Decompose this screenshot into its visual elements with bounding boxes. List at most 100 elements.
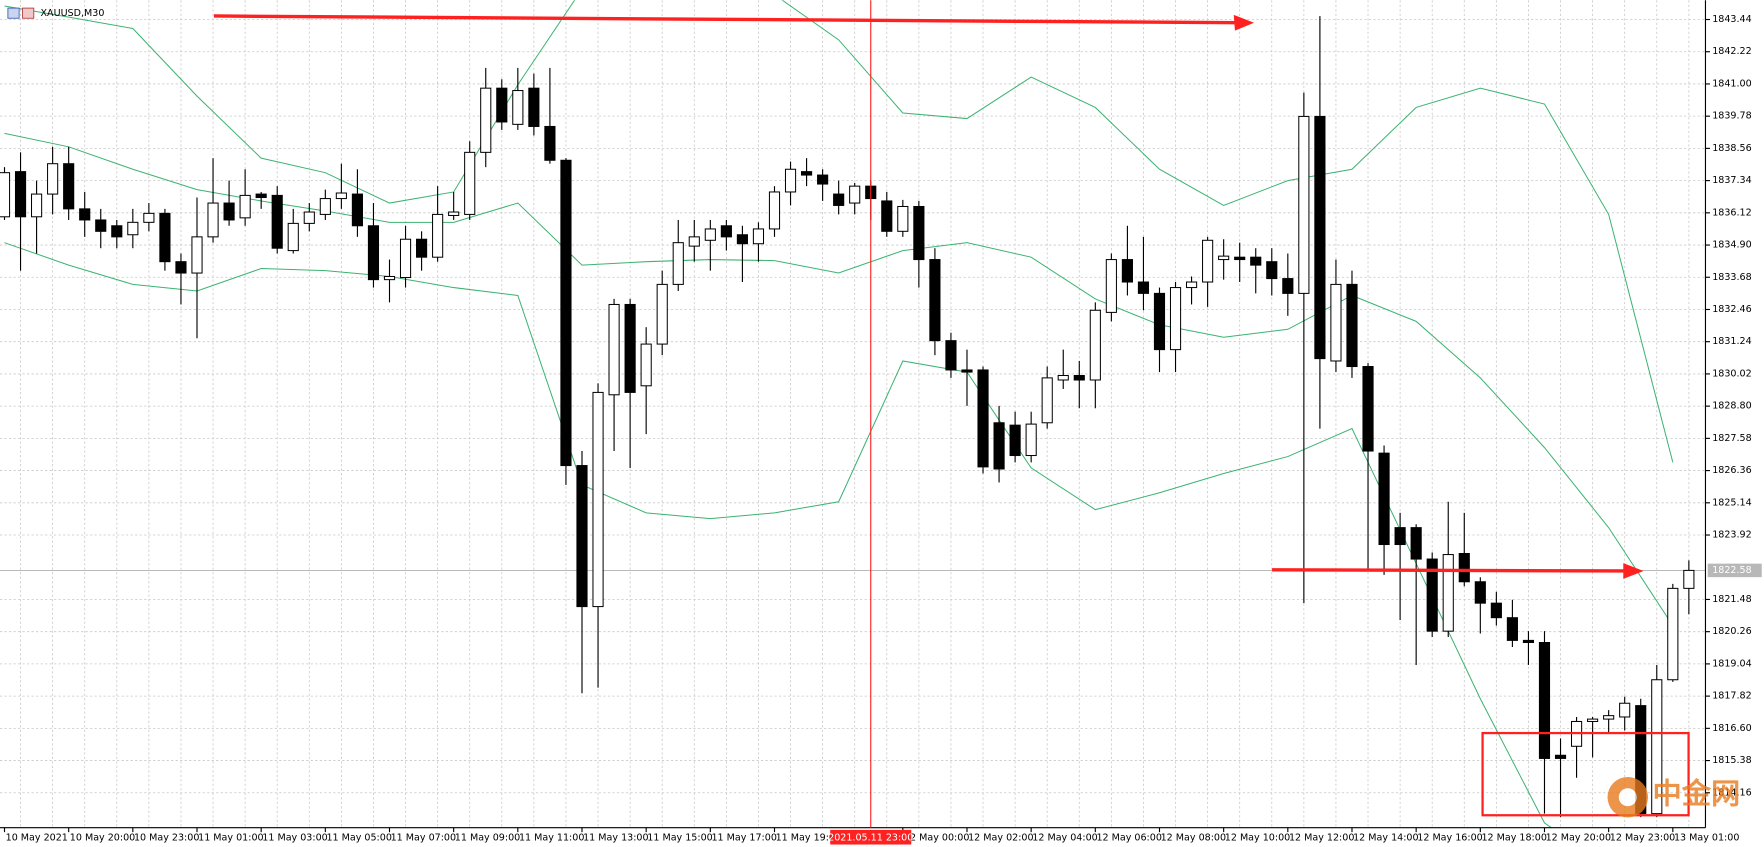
- candle-body: [127, 221, 139, 236]
- candle-body: [416, 238, 428, 258]
- candle-body: [1522, 639, 1535, 644]
- x-tick-label: 10 May 20:00: [70, 832, 135, 843]
- y-tick-label: 1833.68: [1712, 272, 1751, 283]
- candle-body: [223, 202, 235, 221]
- crosshair-label: 2021.05.11 23:00: [828, 832, 913, 843]
- candle-body: [335, 192, 347, 200]
- candle-body: [945, 340, 957, 371]
- x-tick-label: 11 May 11:00: [519, 832, 584, 843]
- candle-body: [1057, 374, 1069, 381]
- symbol-icon: [7, 7, 20, 19]
- candle-body: [528, 87, 540, 127]
- current-price-box: [1707, 563, 1762, 578]
- y-tick-label: 1837.34: [1712, 175, 1751, 186]
- candle-body: [736, 234, 748, 245]
- crosshair-label-box: [830, 829, 912, 845]
- bollinger-band: [4, 242, 1553, 828]
- candle-body: [207, 202, 219, 238]
- candle-body: [175, 261, 187, 274]
- candle-body: [1346, 283, 1358, 368]
- candle-body: [1362, 366, 1374, 452]
- candle-body: [512, 90, 524, 125]
- y-tick-label: 1815.38: [1712, 755, 1751, 766]
- candle-body: [95, 219, 107, 232]
- candle-body: [367, 225, 380, 281]
- x-tick-label: 12 May 16:00: [1417, 832, 1482, 843]
- y-tick-label: 1830.02: [1712, 368, 1751, 379]
- y-tick-label: 1828.80: [1712, 401, 1751, 412]
- candle-body: [1266, 261, 1278, 280]
- candle-body: [1298, 115, 1310, 294]
- candle-body: [159, 212, 171, 263]
- y-tick-label: 1832.46: [1712, 304, 1751, 315]
- y-tick-label: 1823.92: [1712, 530, 1751, 541]
- x-tick-label: 12 May 00:00: [904, 832, 969, 843]
- candle-body: [1394, 527, 1406, 546]
- candle-body: [1137, 281, 1150, 294]
- candle-body: [1186, 281, 1198, 289]
- candle-body: [448, 211, 460, 216]
- x-tick-label: 12 May 18:00: [1481, 832, 1546, 843]
- x-tick-label: 12 May 08:00: [1161, 832, 1226, 843]
- candle-body: [191, 236, 203, 274]
- candle-body: [1587, 718, 1599, 722]
- candle-body: [849, 185, 861, 204]
- x-tick-label: 10 May 2021: [6, 832, 68, 843]
- candle-body: [63, 163, 75, 210]
- candle-body: [1282, 278, 1294, 294]
- candle-body: [255, 193, 267, 199]
- candle-body: [1635, 705, 1647, 815]
- candle-body: [784, 168, 797, 193]
- chart-title: XAUUSD,M30: [41, 8, 105, 19]
- candle-body: [480, 87, 492, 153]
- candle-body: [608, 303, 620, 396]
- candle-body: [720, 225, 732, 238]
- symbol-icon: [22, 7, 35, 19]
- candle-body: [1426, 558, 1438, 632]
- candle-body: [576, 465, 588, 608]
- candle-body: [287, 222, 299, 252]
- x-tick-label: 10 May 23:00: [134, 832, 199, 843]
- y-tick-label: 1836.12: [1712, 207, 1751, 218]
- x-tick-label: 11 May 13:00: [583, 832, 648, 843]
- x-tick-label: 12 May 20:00: [1546, 832, 1611, 843]
- annotation-arrowhead: [1623, 563, 1644, 579]
- grid: [0, 0, 1706, 828]
- candle-body: [1025, 423, 1037, 457]
- candle-body: [897, 205, 909, 232]
- x-tick-label: 12 May 23:00: [1610, 832, 1675, 843]
- x-tick-label: 11 May 15:00: [647, 832, 712, 843]
- y-tick-label: 1816.60: [1712, 723, 1751, 734]
- candle-body: [1458, 552, 1470, 583]
- annotation-arrow: [213, 14, 1239, 25]
- annotation-box: [1481, 731, 1690, 817]
- candle-body: [1554, 754, 1567, 759]
- candle-body: [31, 193, 43, 218]
- candle-body: [768, 191, 781, 230]
- x-tick-label: 12 May 04:00: [1032, 832, 1097, 843]
- candle-body: [14, 171, 27, 218]
- candle-body: [143, 212, 155, 223]
- candle-body: [399, 238, 412, 279]
- x-tick-label: 12 May 10:00: [1225, 832, 1290, 843]
- candle-body: [1683, 569, 1695, 589]
- candle-body: [1603, 715, 1615, 720]
- y-tick-label: 1819.04: [1712, 658, 1751, 669]
- candle-body: [752, 228, 765, 245]
- candle-body: [319, 198, 331, 215]
- candle-body: [1153, 292, 1166, 351]
- candle-body: [464, 151, 476, 215]
- y-tick-label: 1843.44: [1712, 14, 1751, 25]
- candle-body: [1218, 255, 1230, 261]
- x-tick-label: 13 May 01:00: [1674, 832, 1739, 843]
- y-tick-label: 1827.58: [1712, 433, 1751, 444]
- candle-body: [239, 194, 251, 219]
- candle-body: [383, 275, 396, 281]
- candle-body: [271, 194, 283, 249]
- candle-body: [111, 225, 123, 238]
- overlay: 2021.05.11 23:00 1822.58: [828, 0, 1762, 845]
- x-tick-label: 11 May 03:00: [262, 832, 327, 843]
- candle-body: [1538, 641, 1551, 759]
- chart-header: XAUUSD,M30: [7, 7, 105, 19]
